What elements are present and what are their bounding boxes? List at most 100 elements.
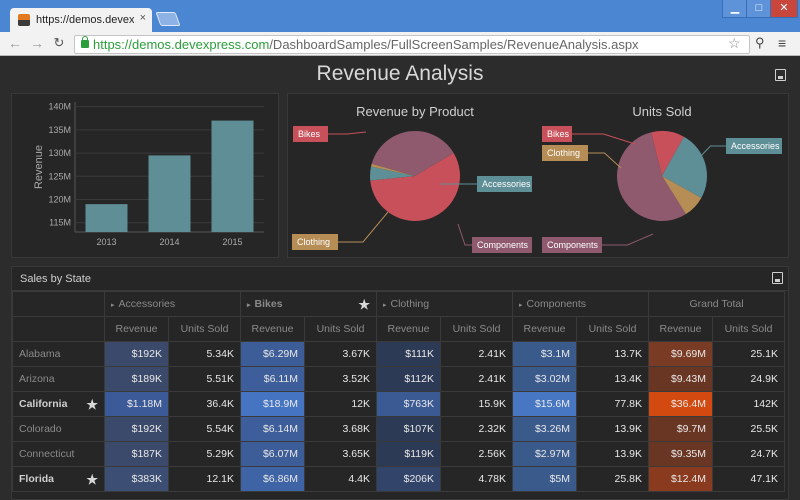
grand-total-header: Grand Total — [648, 291, 785, 317]
state-cell[interactable]: Florida ★ — [12, 466, 105, 492]
browser-tab-bar: https://demos.devexpress × ▁ □ ✕ — [0, 0, 800, 32]
pie-charts-panel: Revenue by Product Bikes Accessories Clothi… — [287, 93, 789, 258]
y-tick-label: 120M — [48, 195, 71, 205]
url-path: /DashboardSamples/FullScreenSamples/Reve… — [269, 37, 639, 52]
revenue-cell: $206K — [376, 466, 441, 492]
pie-label-text: Bikes — [298, 129, 321, 139]
grid-export-icon[interactable] — [772, 272, 783, 284]
address-bar[interactable]: https://demos.devexpress.com/DashboardSa… — [74, 35, 750, 54]
revenue-cell: $9.35M — [648, 441, 713, 467]
column-group-header[interactable]: ▸ Components — [512, 291, 649, 317]
units-cell: 3.68K — [304, 416, 377, 442]
state-cell[interactable]: California ★ — [12, 391, 105, 417]
column-group-label: Components — [526, 298, 587, 310]
pie-label-connector — [694, 145, 726, 163]
x-tick-label: 2014 — [159, 237, 179, 247]
devexpress-favicon-icon — [18, 14, 30, 26]
units-cell: 13.9K — [576, 441, 649, 467]
table-row: Alabama $192K 5.34K $6.29M 3.67K $111K 2.41K $3… — [12, 341, 785, 367]
measure-header: Units Sold — [168, 316, 241, 342]
back-icon[interactable]: ← — [8, 35, 22, 51]
new-tab-button[interactable] — [155, 12, 181, 26]
pie-label-box — [293, 126, 328, 142]
units-cell: 15.9K — [440, 391, 513, 417]
measure-header: Revenue — [240, 316, 305, 342]
units-cell: 4.4K — [304, 466, 377, 492]
revenue-cell: $5M — [512, 466, 577, 492]
tab-close-icon[interactable]: × — [139, 12, 146, 24]
revenue-cell: $9.69M — [648, 341, 713, 367]
minimize-window-button[interactable]: ▁ — [722, 0, 748, 18]
revenue-bar — [85, 204, 128, 232]
state-cell[interactable]: Alabama — [12, 341, 105, 367]
pie-label-text: Bikes — [547, 129, 570, 139]
corner-cell — [12, 291, 105, 317]
measure-header: Units Sold — [712, 316, 785, 342]
revenue-cell: $383K — [104, 466, 169, 492]
browser-menu-icon[interactable]: ≡ — [778, 35, 787, 51]
units-cell: 36.4K — [168, 391, 241, 417]
expand-arrow-icon[interactable]: ▸ — [111, 302, 115, 309]
close-window-button[interactable]: ✕ — [770, 0, 798, 18]
table-row: Connecticut $187K 5.29K $6.07M 3.65K $119K 2.5… — [12, 441, 785, 467]
units-cell: 13.9K — [576, 416, 649, 442]
revenue-bar — [148, 155, 191, 232]
expand-arrow-icon[interactable]: ▸ — [519, 302, 523, 309]
revenue-cell: $111K — [376, 341, 441, 367]
revenue-cell: $3.1M — [512, 341, 577, 367]
sales-by-state-grid: Sales by State ▸ Accessories ▸ Bikes ★ ▸ Cloth… — [11, 266, 789, 500]
expand-arrow-icon[interactable]: ▸ — [247, 302, 251, 309]
reload-icon[interactable]: ↻ — [53, 35, 65, 50]
units-cell: 13.7K — [576, 341, 649, 367]
expand-arrow-icon[interactable]: ▸ — [383, 302, 387, 309]
pie-label-box — [472, 237, 532, 253]
revenue-cell: $18.9M — [240, 391, 305, 417]
revenue-cell: $192K — [104, 341, 169, 367]
pie-slice — [371, 131, 454, 176]
grid-title: Sales by State — [20, 273, 91, 285]
pie-slice — [371, 163, 415, 176]
maximize-window-button[interactable]: □ — [746, 0, 772, 18]
pie-label-connector — [572, 133, 636, 145]
column-group-header[interactable]: ▸ Clothing — [376, 291, 513, 317]
pie-label-box — [542, 145, 588, 161]
bookmark-star-icon[interactable]: ☆ — [728, 35, 741, 51]
pie-slice — [662, 176, 702, 215]
tab-title: https://demos.devexpress — [36, 14, 134, 26]
column-group-header[interactable]: ▸ Accessories — [104, 291, 241, 317]
revenue-cell: $763K — [376, 391, 441, 417]
pie-label-box — [726, 138, 782, 154]
y-tick-label: 135M — [48, 125, 71, 135]
extension-icon[interactable]: ⚲ — [755, 35, 765, 50]
state-cell[interactable]: Arizona — [12, 366, 105, 392]
units-cell: 25.1K — [712, 341, 785, 367]
revenue-cell: $107K — [376, 416, 441, 442]
measure-header: Revenue — [376, 316, 441, 342]
star-icon[interactable]: ★ — [86, 472, 98, 487]
units-cell: 47.1K — [712, 466, 785, 492]
browser-tab[interactable]: https://demos.devexpress × — [10, 8, 152, 32]
pivot-table: ▸ Accessories ▸ Bikes ★ ▸ Clothing ▸ Components G… — [12, 291, 785, 492]
state-cell[interactable]: Colorado — [12, 416, 105, 442]
x-tick-label: 2013 — [96, 237, 116, 247]
revenue-cell: $2.97M — [512, 441, 577, 467]
units-cell: 25.8K — [576, 466, 649, 492]
state-cell[interactable]: Connecticut — [12, 441, 105, 467]
measure-header: Revenue — [104, 316, 169, 342]
column-group-label: Accessories — [118, 298, 176, 310]
revenue-cell: $3.02M — [512, 366, 577, 392]
pie-label-box — [542, 237, 602, 253]
units-cell: 2.41K — [440, 341, 513, 367]
column-group-header[interactable]: ▸ Bikes ★ — [240, 291, 377, 317]
pie-title: Units Sold — [632, 104, 691, 119]
export-icon[interactable] — [775, 69, 786, 81]
revenue-bar-chart-panel: 115M 120M 125M 130M 135M 140M Revenue 2013 2014 2… — [11, 93, 279, 258]
revenue-cell: $36.4M — [648, 391, 713, 417]
y-tick-label: 140M — [48, 102, 71, 112]
star-icon[interactable]: ★ — [358, 297, 370, 312]
star-icon[interactable]: ★ — [86, 397, 98, 412]
header-group-row: ▸ Accessories ▸ Bikes ★ ▸ Clothing ▸ Components G… — [12, 291, 785, 317]
table-row: California ★ $1.18M 36.4K $18.9M 12K $763K 15.9… — [12, 391, 785, 417]
units-cell: 12K — [304, 391, 377, 417]
forward-icon[interactable]: → — [30, 35, 44, 51]
